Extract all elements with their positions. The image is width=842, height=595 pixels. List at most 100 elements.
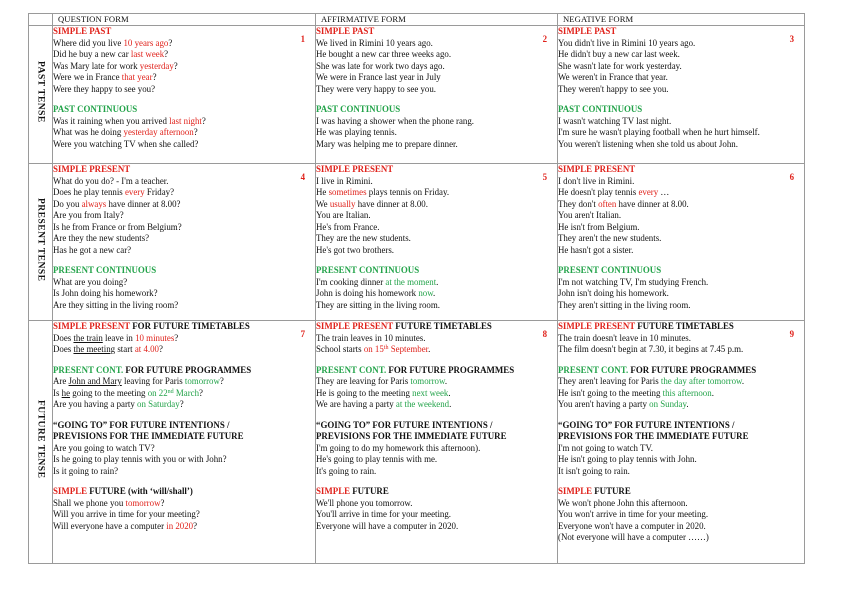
section-number: 4 xyxy=(300,172,305,182)
section-title: SIMPLE PAST xyxy=(316,26,557,38)
text-run: the train xyxy=(73,332,103,343)
text-run: now xyxy=(418,288,434,298)
text-run: tomorrow xyxy=(125,497,161,508)
example-line: I'm not watching TV, I'm studying French… xyxy=(558,277,804,289)
section-title: SIMPLE PRESENT FOR FUTURE TIMETABLES xyxy=(53,321,315,333)
section-title: PREVISIONS FOR THE IMMEDIATE FUTURE xyxy=(316,431,557,443)
form-cell: 7 SIMPLE PRESENT FOR FUTURE TIMETABLES Doe… xyxy=(52,320,316,564)
section: PRESENT CONTINUOUS I'm not watching TV, I… xyxy=(558,265,804,311)
text-run: he xyxy=(61,387,71,398)
text-run: tomorrow xyxy=(410,376,445,386)
tense-row: PRESENT TENSE 4 SIMPLE PRESENT What do you … xyxy=(28,163,805,321)
text-run: We won't phone John this afternoon. xyxy=(558,497,688,508)
text-run: Does xyxy=(53,332,74,343)
text-run: I'm sure he wasn't playing football when… xyxy=(558,127,760,137)
text-run: start xyxy=(115,344,135,354)
section: PAST CONTINUOUS I wasn't watching TV last… xyxy=(558,104,804,150)
text-run: She was late for work two days ago. xyxy=(316,60,445,71)
example-line: I'm going to do my homework this afterno… xyxy=(316,443,557,455)
example-line: You aren't having a party on Sunday. xyxy=(558,399,804,411)
example-line: Is it going to rain? xyxy=(53,466,315,478)
example-line: Is he going to play tennis with you or w… xyxy=(53,454,315,466)
text-run: Was it raining when you arrived xyxy=(53,115,170,126)
section-title: PRESENT CONT. FOR FUTURE PROGRAMMES xyxy=(558,365,804,377)
example-line: She was late for work two days ago. xyxy=(316,61,557,73)
text-run: Friday? xyxy=(144,187,175,197)
example-line: Mary was helping me to prepare dinner. xyxy=(316,139,557,151)
section-title: PAST CONTINUOUS xyxy=(558,104,804,116)
example-line: I was having a shower when the phone ran… xyxy=(316,116,557,128)
text-run: . xyxy=(428,344,431,354)
example-line: They were very happy to see you. xyxy=(316,84,557,96)
example-line: They weren't happy to see you. xyxy=(558,84,804,96)
section-title: SIMPLE PAST xyxy=(53,26,315,38)
text-run: Will you arrive in time for your meeting… xyxy=(53,509,200,519)
text-run: tomorrow xyxy=(184,376,220,386)
text-run: ? xyxy=(160,497,165,508)
text-run: They are sitting in the living room. xyxy=(316,299,440,310)
text-run: School starts xyxy=(316,344,364,354)
example-line: (Not everyone will have a computer ……) xyxy=(558,532,804,544)
text-run: Are you having a party xyxy=(53,399,138,409)
column-header: NEGATIVE FORM xyxy=(557,13,805,26)
example-line: He sometimes plays tennis on Friday. xyxy=(316,187,557,199)
text-run: I'm not watching TV, I'm studying French… xyxy=(558,276,709,287)
text-run: Shall we phone you xyxy=(53,497,126,508)
text-run: ? xyxy=(159,344,163,354)
example-line: He's from France. xyxy=(316,222,557,234)
text-run: ? xyxy=(164,49,169,59)
section-title: “GOING TO” FOR FUTURE INTENTIONS / xyxy=(316,420,557,432)
section-title: “GOING TO” FOR FUTURE INTENTIONS / xyxy=(53,420,315,432)
text-run: PRESENT CONTINUOUS xyxy=(558,265,662,275)
example-line: Does the train leave in 10 minutes? xyxy=(53,333,315,345)
section: SIMPLE PAST Where did you live 10 years a… xyxy=(53,26,315,95)
example-line: They don't often have dinner at 8.00. xyxy=(558,199,804,211)
example-line: Are you having a party on Saturday? xyxy=(53,399,315,411)
example-line: We won't phone John this afternoon. xyxy=(558,498,804,510)
text-run: . xyxy=(711,387,714,398)
text-run: March xyxy=(173,387,200,398)
text-run: He isn't from Belgium. xyxy=(558,221,640,232)
example-line: They aren't the new students. xyxy=(558,233,804,245)
example-line: He isn't going to the meeting this after… xyxy=(558,388,804,400)
section-number: 7 xyxy=(300,329,305,339)
section-title: PAST CONTINUOUS xyxy=(53,104,315,116)
text-run: SIMPLE PRESENT xyxy=(558,164,636,174)
section: SIMPLE PRESENT I don't live in Rimini. He … xyxy=(558,164,804,256)
text-run: (Not everyone will have a computer ……) xyxy=(558,532,709,542)
example-line: They aren't leaving for Paris the day af… xyxy=(558,376,804,388)
example-line: School starts on 15th September. xyxy=(316,344,557,356)
text-run: The train doesn't leave in 10 minutes. xyxy=(558,332,691,343)
form-cell: 4 SIMPLE PRESENT What do you do? - I'm a t… xyxy=(52,163,316,321)
text-run: ? xyxy=(168,37,173,48)
text-run: have dinner at 8.00. xyxy=(355,198,428,209)
example-line: Were you watching TV when she called? xyxy=(53,139,315,151)
text-run: Mary was helping me to prepare dinner. xyxy=(316,138,458,149)
example-line: We were in France last year in July xyxy=(316,72,557,84)
text-run: He's from France. xyxy=(316,221,380,232)
example-line: You aren't Italian. xyxy=(558,210,804,222)
text-run: this afternoon xyxy=(662,387,712,398)
section: PAST CONTINUOUS Was it raining when you a… xyxy=(53,104,315,150)
text-run: FUTURE (with ‘will/shall’) xyxy=(87,486,193,496)
example-line: I'm sure he wasn't playing football when… xyxy=(558,127,804,139)
text-run: . xyxy=(449,399,452,409)
text-run: I'm going to do my homework this afterno… xyxy=(316,442,481,453)
text-run: What are you doing? xyxy=(53,276,128,287)
example-line: I'm cooking dinner at the moment. xyxy=(316,277,557,289)
text-run: Were we in France xyxy=(53,72,122,82)
text-run: He was playing tennis. xyxy=(316,127,397,137)
example-line: John is doing his homework now. xyxy=(316,288,557,300)
text-run: yesterday afternoon xyxy=(123,127,194,137)
text-run: th xyxy=(383,345,389,351)
text-run: 10 years ago xyxy=(123,37,169,48)
text-run: He isn't going to play tennis with John. xyxy=(558,454,697,464)
section-title: SIMPLE PRESENT xyxy=(316,164,557,176)
text-run: 10 minutes xyxy=(135,332,175,343)
text-run: going to the meeting xyxy=(70,387,148,398)
text-run: He's going to play tennis with me. xyxy=(316,454,438,464)
example-line: What are you doing? xyxy=(53,277,315,289)
text-run: Will everyone have a computer xyxy=(53,520,167,531)
example-line: Everyone will have a computer in 2020. xyxy=(316,521,557,533)
text-run: He doesn't play tennis xyxy=(558,187,639,197)
